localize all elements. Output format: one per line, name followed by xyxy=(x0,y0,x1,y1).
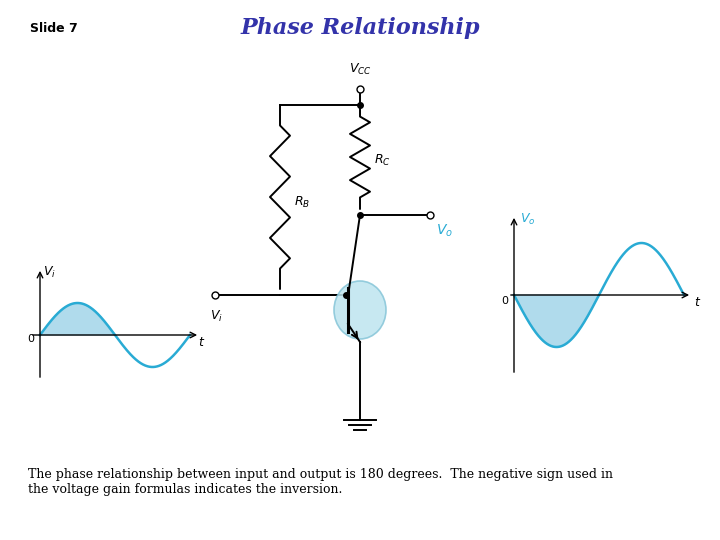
Text: t: t xyxy=(198,336,203,349)
Text: 0: 0 xyxy=(501,296,508,306)
Text: $R_C$: $R_C$ xyxy=(374,152,391,167)
Text: Slide 7: Slide 7 xyxy=(30,22,78,35)
Text: 0: 0 xyxy=(27,334,34,344)
Text: $V_o$: $V_o$ xyxy=(520,212,536,227)
Text: $V_i$: $V_i$ xyxy=(210,309,223,324)
Text: $R_B$: $R_B$ xyxy=(294,194,310,210)
Polygon shape xyxy=(514,295,599,347)
Ellipse shape xyxy=(334,281,386,339)
Text: Phase Relationship: Phase Relationship xyxy=(240,17,480,39)
Polygon shape xyxy=(40,303,115,335)
Text: The phase relationship between input and output is 180 degrees.  The negative si: The phase relationship between input and… xyxy=(28,468,613,496)
Text: $V_o$: $V_o$ xyxy=(436,223,453,239)
Text: $V_{CC}$: $V_{CC}$ xyxy=(348,62,372,77)
Text: $V_i$: $V_i$ xyxy=(43,265,56,280)
Text: t: t xyxy=(694,295,699,308)
